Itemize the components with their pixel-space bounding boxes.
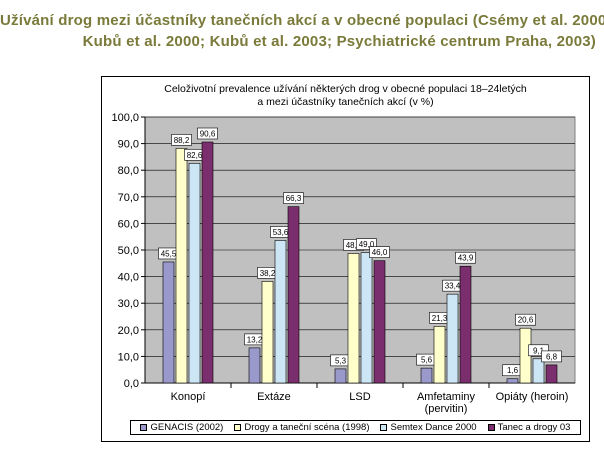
bar xyxy=(420,367,433,384)
data-label: 9,1 xyxy=(533,346,545,355)
bar xyxy=(446,293,459,384)
y-tick-label: 0,0 xyxy=(124,378,139,390)
category-label: Opiáty (heroin) xyxy=(496,391,569,403)
category-label: Amfetaminy xyxy=(417,391,476,403)
legend-swatch xyxy=(140,424,148,431)
chart-legend: GENACIS (2002) Drogy a taneční scéna (199… xyxy=(130,420,581,435)
data-label-box xyxy=(356,238,377,250)
data-label: 21,3 xyxy=(432,314,448,323)
data-label: 13,2 xyxy=(247,335,263,344)
chart-title-line-1: Celoživotní prevalence užívání některých… xyxy=(164,83,527,95)
y-tick-label: 70,0 xyxy=(118,192,139,204)
legend-swatch xyxy=(234,424,242,431)
data-label: 53,6 xyxy=(273,228,289,237)
category-label: Extáze xyxy=(257,391,291,403)
data-label: 90,6 xyxy=(200,130,216,139)
data-label: 20,6 xyxy=(518,316,534,325)
legend-item: Drogy a taneční scéna (1998) xyxy=(234,422,370,433)
y-tick-label: 60,0 xyxy=(118,218,139,230)
data-label: 33,4 xyxy=(445,282,461,291)
data-label-box xyxy=(197,127,218,140)
legend-label: Semtex Dance 2000 xyxy=(390,422,477,433)
data-label-box xyxy=(541,350,562,363)
bar xyxy=(373,260,386,384)
data-label: 88,2 xyxy=(174,136,190,145)
legend-item: Tanec a drogy 03 xyxy=(487,422,571,433)
category-label: Konopí xyxy=(171,391,206,403)
bar xyxy=(360,252,373,384)
bar xyxy=(532,358,545,384)
page-heading: Užívání drog mezi účastníky tanečních ak… xyxy=(0,10,604,52)
bar xyxy=(188,162,201,384)
bar xyxy=(545,364,558,384)
data-label: 48,7 xyxy=(346,241,362,250)
y-tick-label: 80,0 xyxy=(118,165,139,177)
data-label: 43,9 xyxy=(458,254,474,263)
y-tick-label: 50,0 xyxy=(118,245,139,257)
data-label: 5,6 xyxy=(421,356,433,365)
bar xyxy=(261,281,274,384)
legend-label: GENACIS (2002) xyxy=(150,422,224,433)
data-label-box xyxy=(455,251,476,264)
category-label: LSD xyxy=(349,391,370,403)
data-label: 82,6 xyxy=(187,151,203,160)
bar xyxy=(506,378,519,384)
data-label: 5,3 xyxy=(335,356,347,365)
data-label: 46,0 xyxy=(372,248,388,257)
bar xyxy=(248,347,261,384)
data-label-box xyxy=(283,192,304,204)
bar xyxy=(162,261,175,384)
legend-item: GENACIS (2002) xyxy=(140,422,223,433)
legend-item: Semtex Dance 2000 xyxy=(380,422,477,433)
legend-label: Tanec a drogy 03 xyxy=(497,422,571,433)
bar xyxy=(459,265,472,384)
bar xyxy=(334,368,347,384)
chart-title-line-2: a mezi účastníky tanečních akcí (v %) xyxy=(257,96,434,108)
data-label-box xyxy=(515,313,536,326)
bar xyxy=(175,148,188,384)
data-label: 66,3 xyxy=(286,194,302,203)
data-label: 45,5 xyxy=(161,249,177,258)
y-tick-label: 90,0 xyxy=(118,139,139,151)
data-label: 1,6 xyxy=(507,366,519,375)
bar xyxy=(347,253,360,384)
data-label: 6,8 xyxy=(546,352,558,361)
legend-swatch xyxy=(487,424,495,431)
bar xyxy=(274,240,287,384)
data-label-box xyxy=(369,246,390,258)
bar xyxy=(433,326,446,384)
data-label: 38,2 xyxy=(260,269,276,278)
legend-label: Drogy a taneční scéna (1998) xyxy=(244,422,370,433)
heading-line-2: Kubů et al. 2000; Kubů et al. 2003; Psyc… xyxy=(82,33,596,50)
data-label-box xyxy=(171,134,192,146)
data-label-box xyxy=(528,344,549,357)
legend-swatch xyxy=(380,424,388,431)
y-tick-label: 20,0 xyxy=(118,325,139,337)
heading-line-1: Užívání drog mezi účastníky tanečních ak… xyxy=(0,12,604,29)
data-label: 49,0 xyxy=(359,240,375,249)
y-tick-label: 100,0 xyxy=(111,112,139,124)
bar xyxy=(201,141,214,384)
category-sublabel: (pervitin) xyxy=(425,403,468,415)
chart-title: Celoživotní prevalence užívání některých… xyxy=(101,83,590,109)
y-tick-label: 40,0 xyxy=(118,272,139,284)
y-tick-label: 30,0 xyxy=(118,298,139,310)
bar xyxy=(287,206,300,384)
y-tick-label: 10,0 xyxy=(118,351,139,363)
